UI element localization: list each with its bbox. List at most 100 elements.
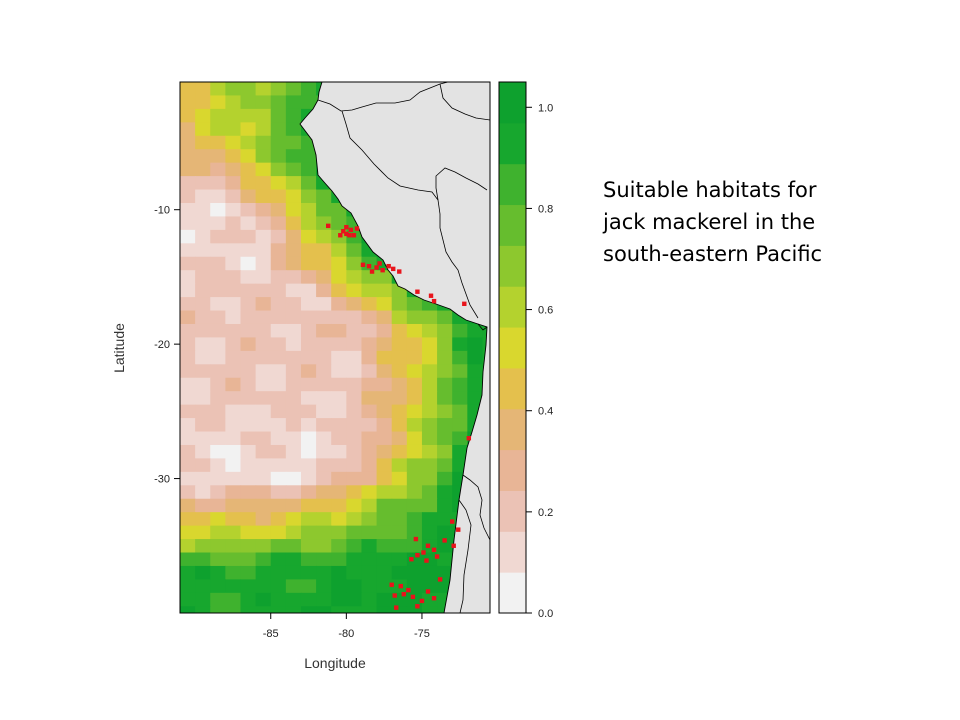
heat-cell [376, 606, 393, 613]
heat-cell [467, 391, 484, 406]
heat-cell [421, 350, 438, 365]
heat-cell [210, 404, 226, 419]
heat-cell [210, 498, 226, 513]
heat-cell [437, 552, 453, 567]
heat-cell [255, 592, 272, 607]
heat-cell [376, 431, 393, 446]
heat-cell [270, 122, 287, 137]
heat-cell [255, 283, 272, 298]
heat-cell [452, 418, 468, 433]
heat-cell [285, 391, 302, 406]
heat-cell [300, 444, 317, 460]
heat-cell [421, 391, 438, 406]
occurrence-point [354, 226, 360, 231]
heat-cell [210, 135, 226, 150]
heat-cell [300, 95, 317, 110]
occurrence-point [466, 436, 472, 441]
heat-cell [331, 431, 347, 446]
heat-cell [225, 189, 242, 204]
heat-cell [437, 364, 453, 379]
heat-cell [240, 391, 257, 406]
heat-cell [406, 323, 423, 339]
heat-cell [180, 176, 196, 191]
heat-cell [225, 270, 242, 285]
y-tick-label: -10 [154, 205, 170, 217]
occurrence-point [397, 269, 402, 274]
heat-cell [210, 552, 226, 567]
heat-cell [270, 95, 287, 110]
heat-cell [406, 310, 423, 325]
heat-cell [180, 135, 196, 150]
heat-cell [240, 458, 257, 473]
occurrence-point [338, 233, 343, 238]
heat-cell [255, 471, 272, 486]
occurrence-point [394, 605, 399, 610]
heat-cell [240, 485, 257, 500]
heat-cell [210, 108, 226, 123]
heat-cell [316, 391, 332, 406]
heat-cell [195, 565, 211, 580]
heat-cell [437, 310, 453, 325]
heat-cell [376, 579, 393, 594]
heat-cell [285, 565, 302, 580]
x-tick-label: -85 [263, 628, 279, 640]
heat-cell [391, 525, 408, 540]
heat-cell [300, 216, 317, 231]
heat-cell [255, 270, 272, 285]
heat-cell [180, 337, 196, 352]
heat-cell [437, 485, 453, 500]
heat-cell [195, 270, 211, 285]
heat-cell [240, 444, 257, 460]
heat-cell [361, 270, 378, 285]
heat-cell [376, 485, 393, 500]
heat-cell [285, 552, 302, 567]
heat-cell [437, 350, 453, 365]
heat-cell [361, 485, 378, 500]
occurrence-point [462, 301, 467, 307]
heat-cell [361, 418, 378, 433]
heat-cell [270, 512, 287, 527]
occurrence-point [344, 224, 349, 230]
heat-cell [225, 565, 242, 580]
heat-cell [346, 418, 363, 433]
heat-cell [316, 297, 332, 312]
heat-cell [195, 297, 211, 312]
heat-cell [225, 283, 242, 298]
heat-cell [331, 404, 347, 419]
heat-cell [195, 539, 211, 554]
heat-cell [210, 162, 226, 177]
heat-cell [270, 82, 287, 97]
heat-cell [452, 350, 468, 365]
heat-cell [225, 458, 242, 473]
heat-cell [210, 592, 226, 607]
heat-cell [361, 512, 378, 527]
heat-cell [391, 364, 408, 379]
colorbar-tick-label: 0.6 [538, 305, 553, 317]
heat-cell [195, 418, 211, 433]
heat-cell [240, 270, 257, 285]
heat-cell [225, 149, 242, 164]
heat-cell [240, 229, 257, 244]
heat-cell [361, 350, 378, 365]
heat-cell [195, 592, 211, 607]
heat-cell [331, 418, 347, 433]
heat-cell [361, 565, 378, 580]
heat-cell [391, 337, 408, 352]
heat-cell [452, 391, 468, 406]
y-axis-title: Latitude [111, 323, 127, 373]
heat-cell [240, 202, 257, 218]
heat-cell [180, 122, 196, 137]
heat-cell [270, 108, 287, 123]
occurrence-point [409, 557, 414, 562]
occurrence-points [325, 223, 472, 610]
heat-cell [270, 176, 287, 191]
heat-cell [406, 364, 423, 379]
heat-cell [331, 243, 347, 258]
heat-cell [391, 418, 408, 433]
heat-cell [270, 202, 287, 218]
heat-cell [255, 364, 272, 379]
heat-cell [452, 323, 468, 339]
heat-cell [346, 350, 363, 365]
heat-cell [346, 512, 363, 527]
heat-cell [210, 364, 226, 379]
